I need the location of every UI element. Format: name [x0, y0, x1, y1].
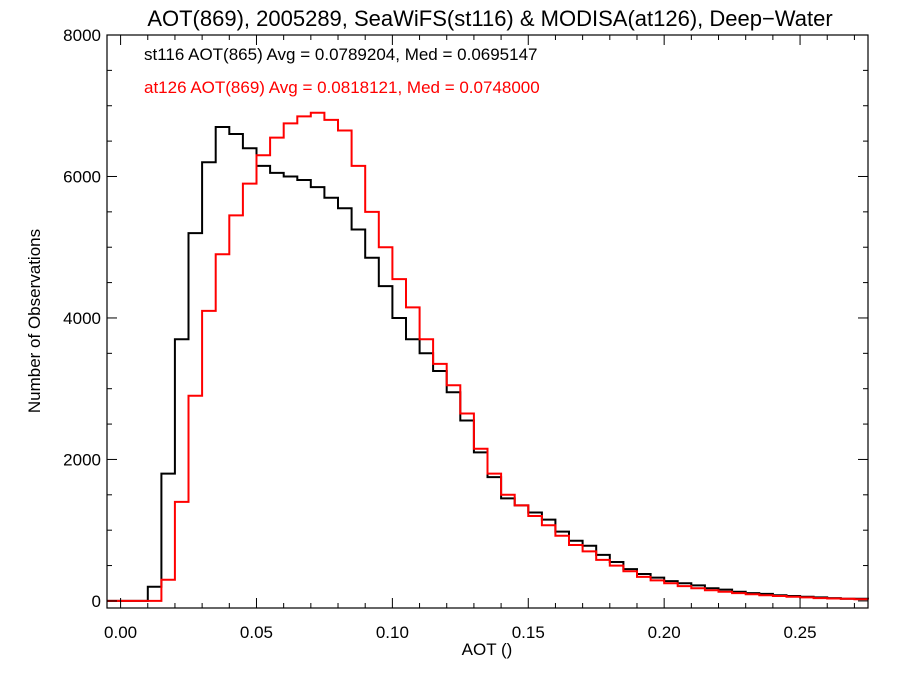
legend-series-st116: st116 AOT(865) Avg = 0.0789204, Med = 0.… — [144, 45, 538, 64]
x-tick-label: 0.05 — [240, 623, 273, 642]
y-tick-label: 6000 — [63, 167, 101, 186]
y-tick-label: 2000 — [63, 450, 101, 469]
tick-layer: 0.00 0.05 0.10 0.15 0.20 0.25 0 2000 4000 6000 800… — [63, 26, 868, 642]
y-axis-label: Number of Observations — [25, 229, 44, 413]
y-tick-label: 0 — [92, 592, 101, 611]
series-layer — [107, 111, 869, 602]
y-tick-label: 4000 — [63, 309, 101, 328]
chart-title: AOT(869), 2005289, SeaWiFS(st116) & MODI… — [147, 6, 832, 31]
x-axis-label: AOT () — [462, 640, 513, 659]
series-line-at126 — [107, 111, 869, 602]
series-line-st116 — [107, 126, 869, 602]
x-tick-label: 0.25 — [784, 623, 817, 642]
x-tick-label: 0.20 — [648, 623, 681, 642]
legend-series-at126: at126 AOT(869) Avg = 0.0818121, Med = 0.… — [144, 78, 540, 97]
plot-frame — [106, 34, 869, 609]
y-tick-label: 8000 — [63, 26, 101, 45]
x-tick-label: 0.10 — [376, 623, 409, 642]
x-tick-label: 0.00 — [104, 623, 137, 642]
x-tick-label: 0.15 — [512, 623, 545, 642]
